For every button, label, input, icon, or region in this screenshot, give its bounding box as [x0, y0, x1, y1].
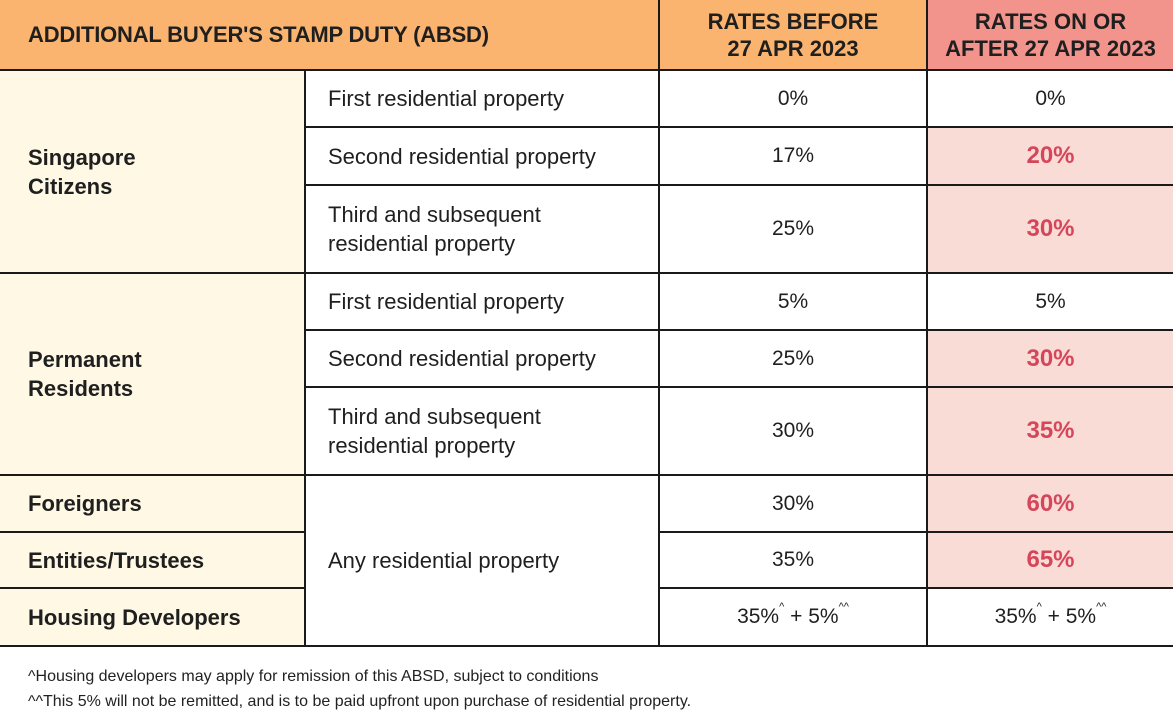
rate-part-a: 35% [994, 605, 1037, 628]
property-line1: Third and subsequent [328, 202, 541, 227]
property-cell: Second residential property [305, 126, 660, 186]
footnote-mark-double: ^^ [838, 601, 849, 613]
property-cell-any: Any residential property [304, 474, 660, 647]
footnote-1: ^Housing developers may apply for remiss… [28, 668, 599, 685]
rate-before-cell: 5% [658, 272, 928, 331]
rate-after-cell: 35%^ + 5%^^ [926, 587, 1173, 647]
absd-rates-table: ADDITIONAL BUYER'S STAMP DUTY (ABSD) RAT… [0, 0, 1173, 647]
rate-after-cell-increased: 30% [926, 329, 1173, 388]
category-label-line2: Residents [28, 376, 134, 401]
rate-after-cell-increased: 65% [926, 531, 1173, 589]
rate-part-b: + 5% [1041, 605, 1097, 628]
property-line1: Third and subsequent [328, 404, 541, 429]
rate-before-cell: 35%^ + 5%^^ [658, 587, 928, 647]
category-singapore-citizens: Singapore Citizens [0, 69, 306, 274]
rate-after-cell-increased: 20% [926, 126, 1173, 186]
footnote-2: ^^This 5% will not be remitted, and is t… [28, 693, 692, 710]
rate-before-cell: 25% [658, 329, 928, 388]
rate-after-cell-increased: 30% [926, 184, 1173, 274]
property-cell: First residential property [304, 69, 660, 128]
header-rates-before-line2: 27 APR 2023 [727, 35, 859, 61]
rate-before-cell: 25% [658, 184, 928, 274]
property-cell: Second residential property [305, 329, 660, 388]
table-row: Second residential property 17% 20% [0, 126, 1173, 186]
rate-part-a: 35% [737, 605, 780, 628]
rate-after-cell: 0% [926, 69, 1173, 128]
rate-before-cell: 35% [658, 531, 928, 589]
category-housing-developers: Housing Developers [0, 587, 306, 647]
header-rates-before: RATES BEFORE 27 APR 2023 [658, 0, 928, 71]
table-row: Entities/Trustees 35% 65% [0, 531, 1173, 589]
header-row: ADDITIONAL BUYER'S STAMP DUTY (ABSD) RAT… [0, 0, 1173, 71]
footnote-mark-single: ^ [779, 601, 785, 613]
property-line2: residential property [328, 231, 516, 256]
property-line2: residential property [328, 433, 516, 458]
header-rates-after-line1: RATES ON OR [974, 8, 1127, 34]
table-row: Permanent Residents First residential pr… [0, 272, 1173, 476]
footnote-mark-double: ^^ [1096, 601, 1107, 613]
rate-after-cell-increased: 35% [926, 386, 1173, 476]
rate-before-cell: 17% [658, 126, 928, 186]
table-row: Housing Developers 35%^ + 5%^^ 35%^ + 5%… [0, 587, 1173, 647]
table-title: ADDITIONAL BUYER'S STAMP DUTY (ABSD) [0, 0, 660, 71]
property-cell: First residential property [304, 272, 660, 331]
rate-before-cell: 0% [658, 69, 928, 128]
header-rates-after: RATES ON OR AFTER 27 APR 2023 [926, 0, 1173, 71]
category-label-line1: Singapore [28, 144, 136, 170]
table-row: Singapore Citizens First residential pro… [0, 69, 1173, 274]
rate-after-cell: 5% [926, 272, 1173, 331]
category-permanent-residents: Permanent Residents [0, 272, 306, 476]
rate-after-cell-increased: 60% [926, 474, 1173, 533]
header-rates-before-line1: RATES BEFORE [707, 8, 879, 34]
header-rates-after-line2: AFTER 27 APR 2023 [945, 35, 1156, 61]
table-row: Third and subsequent residential propert… [0, 184, 1173, 274]
table-row: Third and subsequent residential propert… [0, 386, 1173, 476]
table-row: Second residential property 25% 30% [0, 329, 1173, 388]
category-label-line2: Citizens [28, 173, 113, 199]
category-label-line1: Permanent [28, 347, 142, 372]
rate-before-cell: 30% [658, 474, 928, 533]
category-foreigners: Foreigners [0, 474, 306, 533]
footnote-mark-single: ^ [1036, 601, 1042, 613]
footnotes: ^Housing developers may apply for remiss… [28, 664, 691, 714]
property-cell: Third and subsequent residential propert… [305, 386, 660, 476]
property-cell: Third and subsequent residential propert… [305, 184, 660, 274]
rate-before-cell: 30% [658, 386, 928, 476]
table-row: Foreigners Any residential property 30% … [0, 474, 1173, 647]
rate-part-b: + 5% [784, 605, 839, 628]
category-entities-trustees: Entities/Trustees [0, 531, 306, 589]
